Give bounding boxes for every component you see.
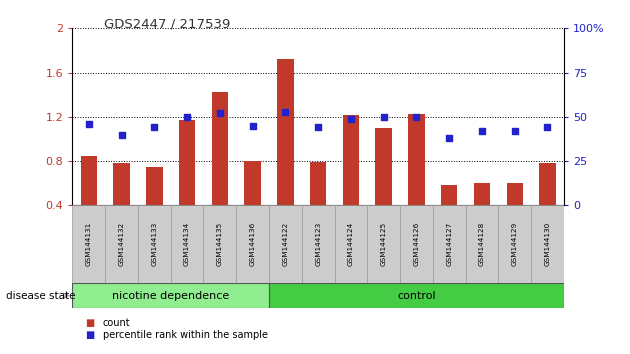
Bar bbox=[244, 161, 261, 205]
Text: count: count bbox=[103, 318, 130, 328]
Text: ■: ■ bbox=[85, 318, 94, 328]
Text: nicotine dependence: nicotine dependence bbox=[112, 291, 229, 301]
Bar bbox=[507, 183, 523, 205]
Point bbox=[84, 121, 94, 127]
FancyBboxPatch shape bbox=[236, 205, 269, 283]
Text: GSM144125: GSM144125 bbox=[381, 222, 387, 266]
Point bbox=[510, 128, 520, 134]
Text: GSM144133: GSM144133 bbox=[151, 222, 158, 266]
Text: GSM144123: GSM144123 bbox=[315, 222, 321, 266]
FancyBboxPatch shape bbox=[269, 283, 564, 308]
Point bbox=[182, 114, 192, 120]
FancyBboxPatch shape bbox=[466, 205, 498, 283]
Bar bbox=[277, 59, 294, 205]
Text: GSM144134: GSM144134 bbox=[184, 222, 190, 266]
Point bbox=[346, 116, 356, 121]
Text: GSM144132: GSM144132 bbox=[118, 222, 125, 266]
FancyBboxPatch shape bbox=[335, 205, 367, 283]
FancyBboxPatch shape bbox=[433, 205, 466, 283]
Bar bbox=[408, 114, 425, 205]
Text: GSM144127: GSM144127 bbox=[446, 222, 452, 266]
Text: GSM144130: GSM144130 bbox=[544, 222, 551, 266]
Bar bbox=[310, 162, 326, 205]
FancyBboxPatch shape bbox=[105, 205, 138, 283]
FancyBboxPatch shape bbox=[302, 205, 335, 283]
Text: percentile rank within the sample: percentile rank within the sample bbox=[103, 330, 268, 339]
Bar bbox=[81, 155, 97, 205]
Bar bbox=[179, 120, 195, 205]
Bar bbox=[343, 115, 359, 205]
Point bbox=[477, 128, 487, 134]
FancyBboxPatch shape bbox=[498, 205, 531, 283]
Point bbox=[411, 114, 421, 120]
Point bbox=[117, 132, 127, 137]
Point bbox=[248, 123, 258, 129]
Point bbox=[313, 125, 323, 130]
Text: GDS2447 / 217539: GDS2447 / 217539 bbox=[104, 18, 231, 31]
Text: GSM144129: GSM144129 bbox=[512, 222, 518, 266]
Bar bbox=[113, 163, 130, 205]
Text: GSM144126: GSM144126 bbox=[413, 222, 420, 266]
Text: GSM144135: GSM144135 bbox=[217, 222, 223, 266]
Bar bbox=[375, 128, 392, 205]
FancyBboxPatch shape bbox=[138, 205, 171, 283]
Point bbox=[215, 110, 225, 116]
FancyBboxPatch shape bbox=[171, 205, 203, 283]
FancyBboxPatch shape bbox=[72, 205, 105, 283]
FancyBboxPatch shape bbox=[400, 205, 433, 283]
Text: GSM144131: GSM144131 bbox=[86, 222, 92, 266]
Text: GSM144136: GSM144136 bbox=[249, 222, 256, 266]
Text: control: control bbox=[397, 291, 436, 301]
FancyBboxPatch shape bbox=[531, 205, 564, 283]
FancyBboxPatch shape bbox=[269, 205, 302, 283]
FancyBboxPatch shape bbox=[72, 283, 269, 308]
Bar bbox=[539, 163, 556, 205]
Bar bbox=[212, 92, 228, 205]
Text: ■: ■ bbox=[85, 330, 94, 339]
FancyBboxPatch shape bbox=[367, 205, 400, 283]
Bar bbox=[146, 167, 163, 205]
FancyBboxPatch shape bbox=[203, 205, 236, 283]
Text: GSM144128: GSM144128 bbox=[479, 222, 485, 266]
Point bbox=[444, 135, 454, 141]
Text: GSM144124: GSM144124 bbox=[348, 222, 354, 266]
Bar bbox=[441, 185, 457, 205]
Point bbox=[379, 114, 389, 120]
Text: GSM144122: GSM144122 bbox=[282, 222, 289, 266]
Text: disease state: disease state bbox=[6, 291, 76, 301]
Bar bbox=[474, 183, 490, 205]
Point bbox=[280, 109, 290, 114]
Point bbox=[542, 125, 553, 130]
Point bbox=[149, 125, 159, 130]
